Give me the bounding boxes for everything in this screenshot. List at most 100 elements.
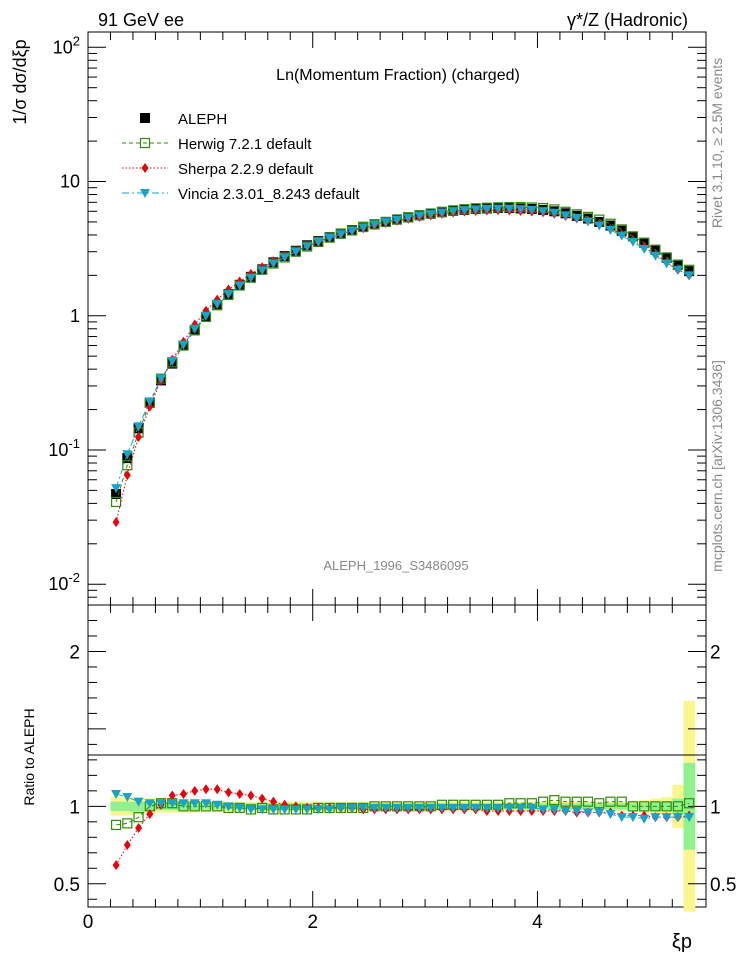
main-title: Ln(Momentum Fraction) (charged) <box>276 67 520 84</box>
main-point-vincia <box>380 218 391 228</box>
legend-marker <box>140 113 150 123</box>
ratio-y-tick-label: 2 <box>69 642 80 663</box>
ratio-point-vincia <box>594 808 605 818</box>
main-point-vincia <box>549 208 560 218</box>
ratio-point-vincia <box>515 803 526 813</box>
main-y-tick-label: 10-1 <box>48 436 80 460</box>
ratio-point-vincia <box>268 805 279 815</box>
main-point-vincia <box>144 397 155 407</box>
main-point-herwig <box>110 496 122 508</box>
ratio-point-vincia <box>436 803 447 813</box>
ratio-point-vincia <box>470 803 481 813</box>
ratio-point-vincia <box>661 813 672 823</box>
legend-entry: Herwig 7.2.1 default <box>178 136 312 153</box>
main-ylabel: 1/σ dσ/dξp <box>10 39 30 124</box>
ratio-point-sherpa <box>258 793 266 804</box>
ratio-point-herwig <box>122 818 133 829</box>
ratio-point-vincia <box>459 803 470 813</box>
main-point-vincia <box>302 242 313 252</box>
ratio-point-vincia <box>392 803 402 813</box>
main-point-vincia <box>515 205 526 215</box>
main-point-vincia <box>571 213 582 223</box>
ratio-point-vincia <box>684 813 695 823</box>
ratio-point-vincia <box>122 793 133 803</box>
main-point-vincia <box>358 223 369 233</box>
ratio-point-vincia <box>403 803 414 813</box>
ratio-y-tick-label-right: 2 <box>710 642 721 663</box>
main-point-vincia <box>616 231 627 241</box>
ratio-ticks <box>87 605 706 907</box>
main-y-tick-label: 102 <box>53 33 80 57</box>
main-point-vincia <box>684 271 695 281</box>
ratio-point-vincia <box>493 803 504 813</box>
main-point-vincia <box>459 206 470 216</box>
legend-entry: Sherpa 2.2.9 default <box>178 161 314 178</box>
ratio-point-sherpa <box>247 790 255 801</box>
ratio-point-vincia <box>212 800 223 810</box>
ratio-point-vincia <box>156 799 167 809</box>
main-point-vincia <box>425 210 436 220</box>
ratio-y-tick-label-right: 1 <box>710 797 721 818</box>
ratio-point-sherpa <box>112 860 120 871</box>
legend-marker <box>139 137 151 149</box>
ratio-point-vincia <box>167 799 178 809</box>
ratio-point-vincia <box>425 803 436 813</box>
main-point-sherpa <box>146 401 154 412</box>
ratio-point-vincia <box>639 814 650 824</box>
main-point-vincia <box>189 324 200 334</box>
main-y-tick-label: 10-2 <box>48 570 80 594</box>
ratio-y-tick-label: 0.5 <box>54 875 80 896</box>
ratio-point-vincia <box>200 799 211 809</box>
ratio-point-vincia <box>189 799 200 809</box>
ratio-point-vincia <box>234 803 245 813</box>
main-point-vincia <box>605 226 616 236</box>
ratio-point-vincia <box>538 805 549 815</box>
ratio-point-sherpa <box>191 785 199 796</box>
ratio-point-vincia <box>324 805 335 815</box>
band-inner <box>121 801 134 811</box>
ratio-marks <box>110 784 695 871</box>
ratio-ylabel: Ratio to ALEPH <box>21 708 37 805</box>
main-point-vincia <box>392 215 402 225</box>
ratio-point-vincia <box>335 803 346 813</box>
ratio-x-tick-label: 4 <box>532 912 543 933</box>
main-point-vincia <box>200 311 211 321</box>
main-line-vincia <box>115 208 690 489</box>
ratio-point-vincia <box>178 799 189 809</box>
main-y-tick-labels: 10-2 10-1 1 10 102 <box>48 33 80 594</box>
main-point-vincia <box>583 217 594 227</box>
main-y-tick-label: 1 <box>70 306 80 326</box>
main-point-vincia <box>324 233 335 243</box>
ratio-point-vincia <box>571 806 582 816</box>
main-point-vincia <box>560 211 571 221</box>
main-point-vincia <box>594 221 605 231</box>
main-point-vincia <box>448 207 459 217</box>
main-point-vincia <box>234 281 245 291</box>
ratio-point-sherpa <box>168 790 176 801</box>
main-panel: 10-2 10-1 1 10 102 ALEPH_1996_S3486095 Ln(Mo… <box>10 31 707 606</box>
ratio-point-vincia <box>133 797 144 807</box>
main-point-vincia <box>369 220 380 230</box>
main-point-vincia <box>436 208 447 218</box>
ratio-point-sherpa <box>123 840 131 851</box>
ratio-frame <box>87 604 707 908</box>
ratio-point-vincia <box>672 813 683 823</box>
legend: ALEPH Herwig 7.2.1 default Sherpa 2.2.9 de… <box>122 111 360 203</box>
main-point-vincia <box>538 207 549 217</box>
main-point-vincia <box>672 265 683 275</box>
band-inner <box>672 798 685 815</box>
main-point-vincia <box>481 204 492 214</box>
main-point-vincia <box>313 237 324 247</box>
ratio-point-sherpa <box>213 784 221 795</box>
ratio-point-vincia <box>414 803 425 813</box>
main-point-vincia <box>639 244 650 254</box>
ratio-point-sherpa <box>146 809 154 820</box>
main-marks <box>110 201 695 528</box>
band-inner <box>638 803 651 810</box>
ratio-point-herwig <box>650 801 661 812</box>
ratio-point-vincia <box>560 806 571 816</box>
ratio-point-herwig <box>684 798 695 809</box>
ratio-point-vincia <box>313 805 324 815</box>
main-point-vincia <box>526 205 537 215</box>
